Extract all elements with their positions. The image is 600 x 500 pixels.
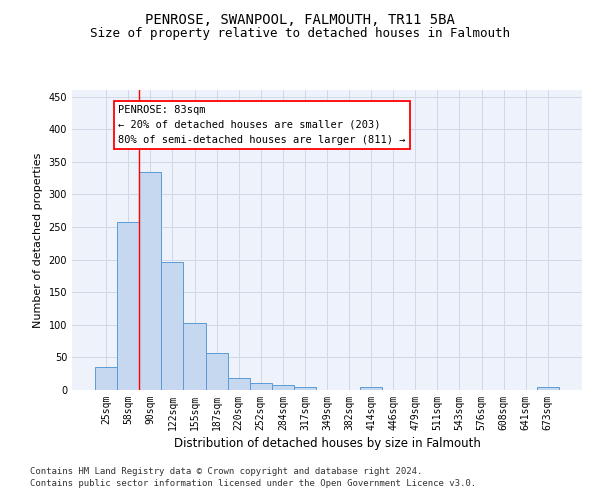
Text: Contains HM Land Registry data © Crown copyright and database right 2024.
Contai: Contains HM Land Registry data © Crown c… xyxy=(30,466,476,487)
Bar xyxy=(95,367,117,390)
Bar xyxy=(139,172,161,390)
Text: Size of property relative to detached houses in Falmouth: Size of property relative to detached ho… xyxy=(90,28,510,40)
Bar xyxy=(294,386,316,390)
Y-axis label: Number of detached properties: Number of detached properties xyxy=(33,152,43,328)
Bar xyxy=(184,323,206,390)
Bar xyxy=(227,378,250,390)
Bar xyxy=(272,385,294,390)
Bar xyxy=(537,388,559,390)
Text: PENROSE, SWANPOOL, FALMOUTH, TR11 5BA: PENROSE, SWANPOOL, FALMOUTH, TR11 5BA xyxy=(145,12,455,26)
Text: PENROSE: 83sqm
← 20% of detached houses are smaller (203)
80% of semi-detached h: PENROSE: 83sqm ← 20% of detached houses … xyxy=(118,105,406,144)
Bar xyxy=(360,388,382,390)
Bar xyxy=(206,353,227,390)
X-axis label: Distribution of detached houses by size in Falmouth: Distribution of detached houses by size … xyxy=(173,437,481,450)
Bar xyxy=(117,222,139,390)
Bar xyxy=(161,262,184,390)
Bar xyxy=(250,383,272,390)
